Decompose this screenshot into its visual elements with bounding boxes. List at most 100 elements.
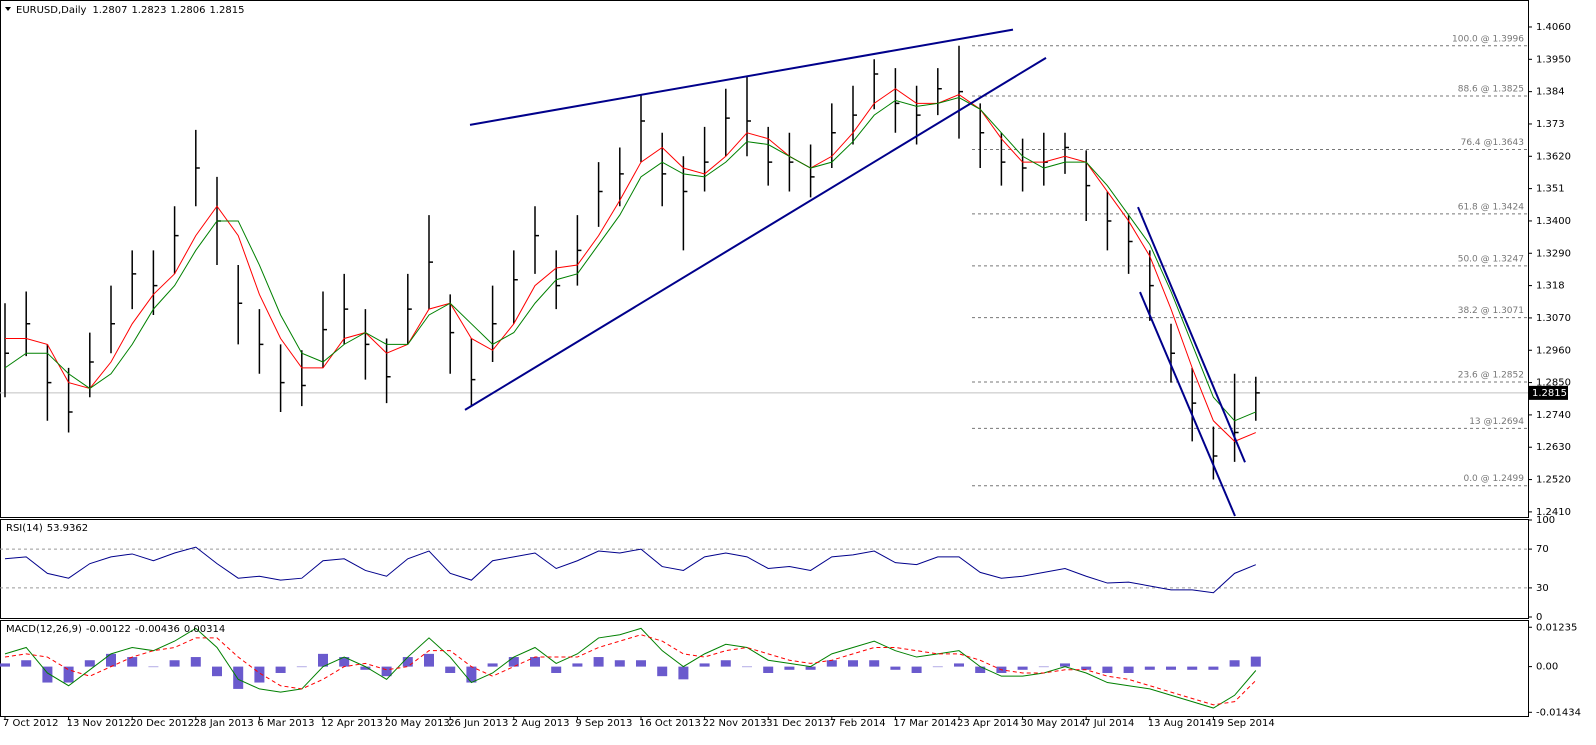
fib-label: 76.4 @1.3643 [1461,138,1524,148]
x-tick-label: 31 Dec 2013 [766,718,830,729]
price-bar [937,68,942,116]
price-bar [682,156,688,251]
macd-histogram [1208,666,1219,670]
x-tick-label: 17 Mar 2014 [893,718,956,729]
macd-histogram [572,663,583,667]
price-bar [470,338,476,407]
quote: 1.2807 [92,5,127,16]
current-price-box [1528,385,1568,400]
price-bar [746,76,751,157]
price-bar [873,59,879,110]
x-tick-label: 30 May 2014 [1021,718,1086,729]
macd-histogram [106,653,116,667]
macd-histogram [466,666,477,683]
price-bar [831,103,836,169]
price-bar [1233,373,1239,462]
macd-histogram [1144,666,1155,670]
x-tick-label: 26 Jun 2013 [448,718,508,729]
price-bar [67,367,73,433]
x-tick-label: 7 Oct 2012 [3,718,58,729]
chart-header: EURUSD,Daily 1.2807 1.2823 1.2806 1.2815 [16,5,244,16]
moving-average [4,96,1256,422]
macd-histogram [360,666,371,670]
macd-histogram [975,666,986,673]
macd-histogram [890,666,901,670]
price-bar [513,250,518,324]
price-bar [449,294,455,374]
macd-histogram [848,660,858,667]
price-bar [640,94,645,163]
macd-histogram [932,666,943,668]
price-bar [1212,426,1218,480]
price-bar [809,144,815,198]
price-bar [110,285,115,354]
x-tick-label: 7 Jul 2014 [1084,718,1134,729]
fib-label: 61.8 @ 1.3424 [1458,202,1525,212]
x-tick-label: 2 Aug 2013 [512,718,570,729]
macd-histogram [424,653,434,667]
indicator-label: MACD(12,26,9) -0.00122 -0.00436 0.00314 [6,624,225,635]
price-bar [1255,376,1260,421]
price-bar [1064,132,1069,174]
macd-histogram [1229,660,1240,667]
macd-histogram [954,663,964,667]
x-tick-label: 23 Apr 2014 [957,718,1019,729]
indicator-label: RSI(14) 53.9362 [6,523,88,534]
macd-histogram [0,663,10,667]
x-tick-label: 16 Oct 2013 [639,718,701,729]
price-bar [1149,250,1154,321]
price-bar [597,162,603,227]
indicator-value: -0.00122 [86,624,131,635]
indicator-value: 0.00314 [184,624,225,635]
macd-histogram [190,657,201,667]
y-tick-label: 1.2630 [1536,442,1571,453]
header-arrow [5,7,11,11]
price-bar [1043,132,1048,186]
x-tick-label: 12 Apr 2013 [321,718,383,729]
price-bar [343,273,349,345]
fib-label: 13 @1.2694 [1469,417,1524,427]
macd-histogram [699,663,710,667]
trendline [1139,291,1236,517]
quote: 1.2815 [209,5,244,16]
macd-histogram [742,666,752,668]
x-tick-label: 13 Nov 2012 [67,718,131,729]
price-bar [1191,367,1197,442]
macd-histogram [1081,666,1092,670]
macd-histogram [1123,666,1134,673]
price-bar [703,126,709,192]
fib-label: 0.0 @ 1.2499 [1463,474,1524,484]
x-tick-label: 13 Aug 2014 [1148,718,1212,729]
price-bar [1021,138,1027,192]
x-tick-label: 9 Sep 2013 [575,718,632,729]
macd-histogram [148,666,159,668]
y-tick-label: 70 [1536,544,1549,555]
macd-histogram [508,657,519,667]
macd-histogram [784,666,795,670]
price-bar [661,132,667,207]
macd-histogram [1250,656,1261,667]
macd-panel [0,620,1529,717]
price-bar [258,309,264,374]
macd-line [4,634,1257,706]
indicator-name: MACD(12,26,9) [6,624,82,635]
macd-histogram [763,666,774,673]
fib-label: 88.6 @ 1.3825 [1458,85,1524,95]
macd-histogram [212,666,222,677]
macd-histogram [42,666,53,683]
y-tick-label: 0.01235 [1536,622,1577,633]
y-tick-label: 1.384 [1536,87,1565,98]
macd-histogram [1102,666,1113,673]
macd-histogram [275,666,286,673]
fib-label: 50.0 @ 1.3247 [1458,254,1524,264]
x-tick-label: 7 Feb 2014 [830,718,886,729]
price-bar [1085,150,1091,221]
macd-histogram [296,666,307,668]
price-bar [195,129,200,207]
price-bar [852,85,857,145]
price-bar [1106,191,1112,251]
x-tick-label: 19 Sep 2014 [1211,718,1274,729]
indicator-value: -0.00436 [135,624,180,635]
price-bar [491,285,497,363]
